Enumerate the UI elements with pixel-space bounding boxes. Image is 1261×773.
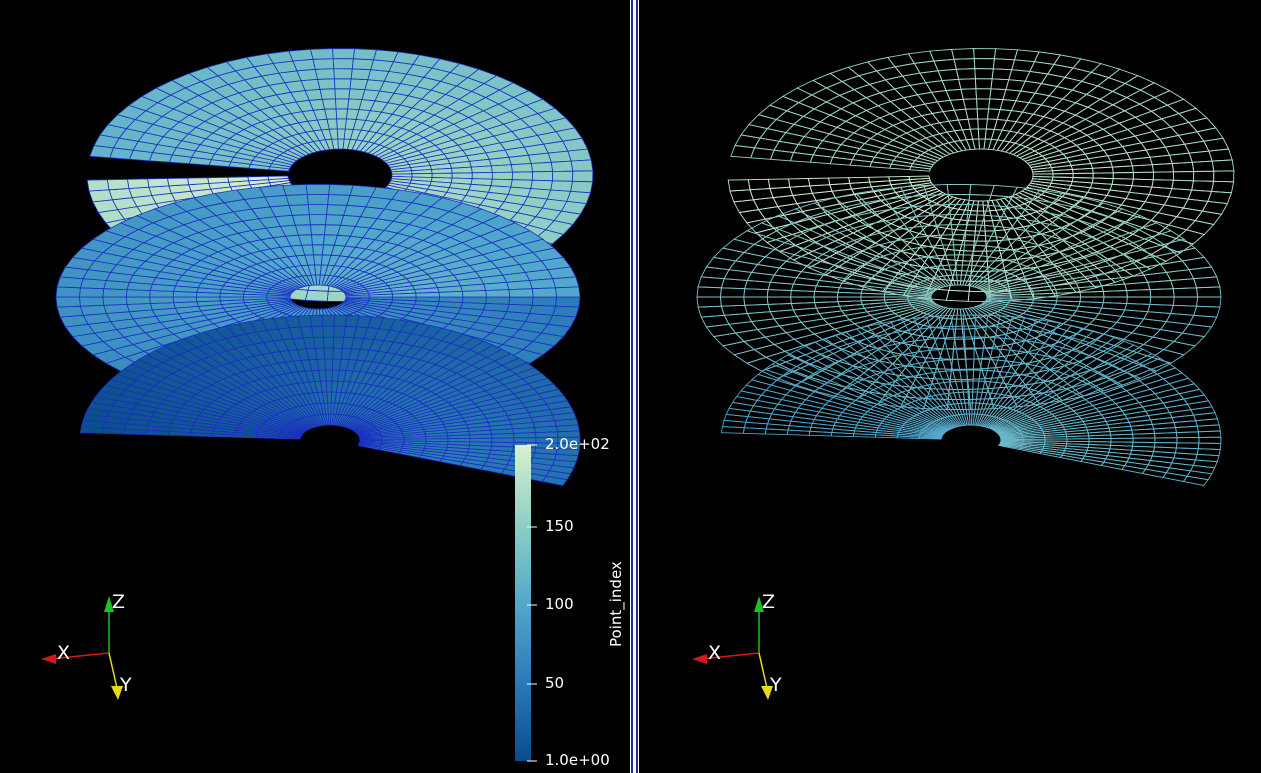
helicoid-turn bbox=[696, 184, 1222, 410]
mesh-cell bbox=[1182, 475, 1209, 486]
render-view-right[interactable]: Z X Y bbox=[639, 0, 1261, 773]
mesh-cell bbox=[1196, 286, 1222, 298]
y-axis-line bbox=[108, 652, 118, 689]
splitter-line-left bbox=[631, 0, 633, 773]
axis-label-y: Y bbox=[120, 674, 132, 696]
axis-label-x: X bbox=[708, 642, 722, 664]
x-axis-arrow-icon bbox=[692, 654, 707, 664]
mesh-cell bbox=[727, 179, 751, 192]
y-axis-arrow-icon bbox=[111, 686, 123, 700]
axis-label-x: X bbox=[57, 642, 71, 664]
colorbar-min-label: 1.0e+00 bbox=[545, 751, 610, 769]
x-axis-line bbox=[49, 652, 110, 660]
colorbar-max-label: 2.0e+02 bbox=[545, 435, 610, 453]
z-axis-arrow-icon bbox=[104, 596, 114, 612]
x-axis-arrow-icon bbox=[41, 654, 56, 664]
y-axis-line bbox=[758, 652, 768, 689]
colorbar-tick-label-100: 100 bbox=[545, 595, 574, 613]
render-view-left[interactable]: 2.0e+02 150 100 50 1.0e+00 Point_index Z… bbox=[0, 0, 630, 773]
helicoid-turn bbox=[727, 48, 1235, 302]
mesh-cell bbox=[541, 475, 568, 486]
axis-label-z: Z bbox=[762, 591, 776, 613]
helicoid-surface[interactable] bbox=[0, 0, 630, 773]
splitter-line-right bbox=[636, 0, 638, 773]
mesh-cell bbox=[555, 286, 581, 298]
mesh-cell bbox=[86, 179, 110, 192]
colorbar-tick-label-150: 150 bbox=[545, 517, 574, 535]
y-axis-arrow-icon bbox=[761, 686, 773, 700]
axis-label-z: Z bbox=[112, 591, 126, 613]
orientation-axes-left bbox=[41, 596, 123, 700]
colorbar-gradient bbox=[515, 445, 531, 761]
z-axis-arrow-icon bbox=[754, 596, 764, 612]
orientation-axes-right bbox=[692, 596, 773, 700]
axis-label-y: Y bbox=[770, 674, 782, 696]
helicoid-wireframe[interactable] bbox=[639, 0, 1261, 773]
helicoid-turn bbox=[79, 314, 581, 486]
helicoid-turn bbox=[720, 314, 1222, 486]
view-splitter[interactable] bbox=[630, 0, 639, 773]
scalar-colorbar[interactable] bbox=[0, 0, 630, 773]
colorbar-tick-label-50: 50 bbox=[545, 674, 565, 692]
x-axis-line bbox=[700, 652, 760, 660]
